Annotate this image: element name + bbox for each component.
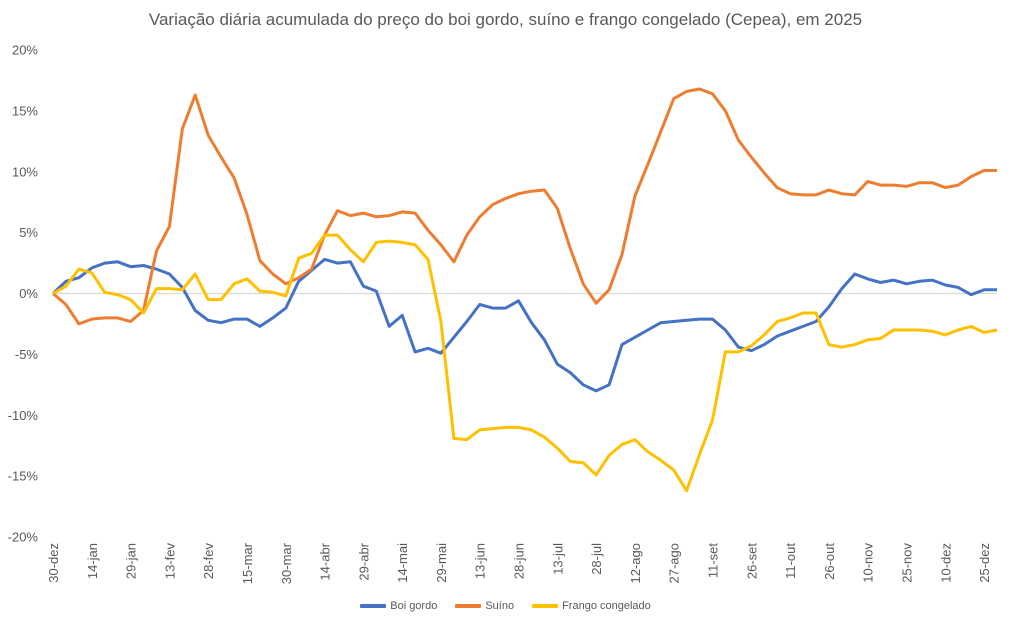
x-tick-label: 14-abr — [318, 542, 333, 580]
x-tick-label: 26-set — [744, 543, 759, 580]
x-tick-label: 10-nov — [861, 543, 876, 583]
legend-label: Boi gordo — [390, 600, 438, 612]
x-tick-label: 11-out — [783, 543, 798, 579]
legend-swatch-boi-gordo — [360, 604, 387, 608]
y-tick-label: -20% — [8, 530, 39, 545]
y-tick-label: 15% — [12, 103, 38, 118]
x-tick-label: 13-jul — [550, 543, 565, 575]
x-tick-label: 13-fev — [162, 543, 177, 580]
y-tick-label: -5% — [15, 347, 39, 362]
legend-swatch-suino — [455, 604, 482, 608]
y-tick-label: -15% — [8, 469, 39, 484]
x-axis-ticks: 30-dez 14-jan 29-jan 13-fev 28-fev 15-mar 30-m… — [46, 542, 992, 584]
x-tick-label: 29-jan — [124, 543, 139, 579]
legend-item-suino: Suíno — [455, 600, 514, 612]
x-tick-label: 29-abr — [356, 542, 371, 580]
legend-item-frango-congelado: Frango congelado — [532, 600, 651, 612]
legend: Boi gordo Suíno Frango congelado — [0, 600, 1011, 612]
x-tick-label: 29-mai — [434, 543, 449, 583]
series-line-frango-congelado — [52, 233, 998, 493]
y-tick-label: -10% — [8, 408, 39, 423]
series-line-suíno — [52, 87, 997, 326]
y-tick-label: 20% — [12, 43, 38, 58]
x-tick-label: 11-set — [706, 543, 721, 579]
x-tick-label: 14-mai — [395, 543, 410, 583]
x-tick-label: 14-jan — [85, 543, 100, 579]
series-lines — [51, 87, 998, 493]
x-tick-label: 26-out — [822, 543, 837, 580]
x-tick-label: 27-ago — [667, 543, 682, 583]
y-tick-label: 5% — [19, 225, 38, 240]
x-tick-label: 10-dez — [938, 543, 953, 583]
x-tick-label: 25-nov — [899, 543, 914, 583]
y-tick-label: 10% — [12, 164, 38, 179]
legend-label: Suíno — [485, 600, 515, 612]
series-line-boi-gordo — [51, 257, 997, 393]
x-tick-label: 28-jun — [512, 543, 527, 579]
x-tick-label: 12-ago — [628, 543, 643, 583]
y-axis-ticks: 20% 15% 10% 5% 0% -5% -10% -15% -20% — [8, 43, 39, 545]
x-tick-label: 30-mar — [279, 542, 294, 584]
x-tick-label: 30-dez — [46, 543, 61, 583]
x-tick-label: 28-jul — [589, 543, 604, 575]
x-tick-label: 28-fev — [201, 543, 216, 580]
legend-swatch-frango — [532, 604, 559, 608]
x-tick-label: 15-mar — [240, 542, 255, 584]
x-tick-label: 13-jun — [473, 543, 488, 579]
legend-label: Frango congelado — [562, 600, 651, 612]
chart-title: Variação diária acumulada do preço do bo… — [148, 10, 863, 29]
x-tick-label: 25-dez — [977, 543, 992, 583]
y-tick-label: 0% — [19, 286, 38, 301]
legend-item-boi-gordo: Boi gordo — [360, 600, 437, 612]
